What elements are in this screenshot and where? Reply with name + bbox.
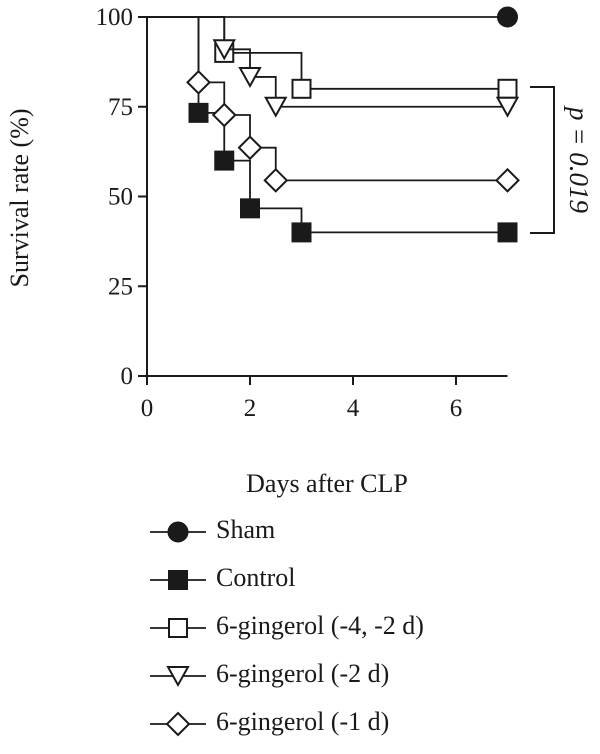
- legend-marker-sham: [150, 521, 206, 543]
- legend-marker-gingerol-1d: [150, 711, 206, 737]
- y-tick-label: 75: [108, 94, 133, 121]
- data-point: [186, 69, 211, 95]
- series-layer: [147, 6, 520, 243]
- data-point: [497, 222, 518, 243]
- x-tick-label: 2: [244, 395, 257, 422]
- data-point: [291, 78, 312, 99]
- data-point: [240, 198, 260, 219]
- data-point: [497, 6, 518, 28]
- data-point: [188, 102, 209, 123]
- legend-label-sham: Sham: [216, 515, 276, 544]
- y-tick-label: 0: [121, 363, 134, 390]
- legend-marker-gingerol-4-2d: [150, 618, 206, 638]
- data-point: [495, 96, 520, 118]
- data-point: [238, 66, 262, 89]
- data-point: [263, 167, 289, 193]
- y-tick-label: 25: [108, 273, 133, 300]
- data-point: [291, 222, 312, 243]
- p-value-label: p = 0.019: [564, 105, 594, 213]
- series-4: [147, 16, 520, 193]
- legend-item-gingerol-1d: 6-gingerol (-1 d): [148, 704, 478, 744]
- legend-label-gingerol-1d: 6-gingerol (-1 d): [216, 707, 390, 736]
- data-point: [495, 167, 520, 193]
- legend-item-sham: Sham: [148, 512, 478, 552]
- legend-symbol: [165, 711, 191, 737]
- data-point: [497, 78, 518, 99]
- legend-label-gingerol-2d: 6-gingerol (-2 d): [216, 659, 390, 688]
- data-point: [214, 150, 235, 171]
- legend-item-control: Control: [148, 560, 478, 600]
- legend-symbol: [168, 570, 188, 590]
- series-3: [147, 16, 520, 118]
- x-axis-title: Days after CLP: [246, 469, 408, 498]
- legend-symbol: [166, 666, 190, 688]
- data-point: [212, 39, 236, 61]
- series-line: [147, 16, 508, 234]
- legend-item-gingerol-2d: 6-gingerol (-2 d): [148, 656, 478, 696]
- legend-label-control: Control: [216, 563, 296, 592]
- series-line: [147, 16, 508, 182]
- legend-marker-control: [150, 570, 206, 590]
- legend-symbol: [167, 521, 189, 543]
- legend-marker-gingerol-2d: [150, 666, 206, 688]
- legend-item-gingerol-4-2d: 6-gingerol (-4, -2 d): [148, 608, 478, 648]
- p-value-bracket: [530, 86, 555, 234]
- data-point: [264, 96, 288, 118]
- y-tick-label: 100: [96, 4, 134, 31]
- series-1: [147, 16, 518, 243]
- data-point: [237, 135, 263, 161]
- legend-label-gingerol-4-2d: 6-gingerol (-4, -2 d): [216, 611, 424, 640]
- data-point: [211, 102, 237, 128]
- x-tick-label: 6: [450, 395, 463, 422]
- x-tick-label: 4: [347, 395, 360, 422]
- legend-symbol: [168, 618, 188, 638]
- annotation: p = 0.019: [530, 86, 594, 234]
- x-tick-label: 0: [141, 395, 154, 422]
- axes: 0 25 50 75 100 0 2 4 6: [96, 4, 508, 422]
- y-axis-title: Survival rate (%): [5, 108, 34, 287]
- y-tick-label: 50: [108, 184, 133, 211]
- series-line: [147, 16, 508, 108]
